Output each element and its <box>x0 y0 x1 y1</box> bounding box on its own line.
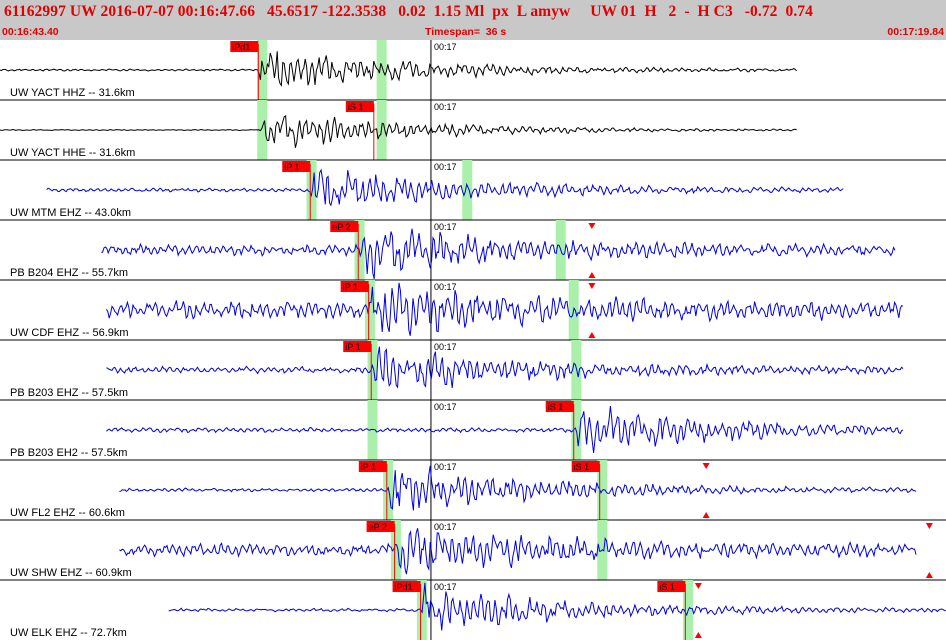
amplitude-tick-down <box>694 583 702 589</box>
phase-pick-label: iS 1 <box>659 582 675 592</box>
seismogram-trace <box>119 465 917 511</box>
phase-pick-label: iS 1 <box>348 102 364 112</box>
seismogram-trace <box>0 115 797 148</box>
event-header: 61162997 UW 2016-07-07 00:16:47.66 45.65… <box>0 0 946 40</box>
minute-tick-label: 00:17 <box>434 342 457 352</box>
seismogram-trace <box>46 168 844 207</box>
amplitude-tick-down <box>702 463 710 469</box>
phase-pick-label: eP 2 <box>369 522 387 532</box>
phase-pick-box[interactable] <box>330 221 359 232</box>
minute-tick-label: 00:17 <box>434 102 457 112</box>
minute-tick-label: 00:17 <box>434 522 457 532</box>
phase-pick-label: iP 1 <box>361 462 376 472</box>
analysis-window <box>257 100 268 160</box>
phase-pick-box[interactable] <box>282 161 311 172</box>
analysis-window <box>376 40 387 100</box>
phase-pick-label: iP 1 <box>345 342 360 352</box>
minute-tick-label: 00:17 <box>434 462 457 472</box>
minute-tick-label: 00:17 <box>434 42 457 52</box>
seismogram-panel[interactable]: 00:17 iPd1 UW YACT HHZ -- 31.6km 00:17 iS 1 U… <box>0 40 946 640</box>
amplitude-tick-down <box>588 223 596 229</box>
analysis-window <box>367 400 378 460</box>
amplitude-tick-up <box>588 332 596 338</box>
phase-pick-label: iP 1 <box>284 162 299 172</box>
seismogram-trace <box>106 406 904 453</box>
channel-label: UW SHW EHZ -- 60.9km <box>10 567 132 579</box>
seismogram-trace <box>106 346 904 389</box>
channel-label: UW MTM EHZ -- 43.0km <box>10 207 131 219</box>
phase-pick-box[interactable] <box>343 341 372 352</box>
analysis-window <box>257 40 268 100</box>
minute-tick-label: 00:17 <box>434 222 457 232</box>
event-title: 61162997 UW 2016-07-07 00:16:47.66 45.65… <box>4 3 814 20</box>
analysis-window <box>364 280 375 340</box>
phase-pick-box[interactable] <box>657 581 686 592</box>
phase-pick-label: iPd1 <box>232 42 250 52</box>
end-time: 00:17:19.84 <box>887 26 944 38</box>
phase-pick-box[interactable] <box>545 401 574 412</box>
channel-label: UW FL2 EHZ -- 60.6km <box>10 507 125 519</box>
amplitude-tick-up <box>702 512 710 518</box>
timespan: Timespan= 36 s <box>425 26 507 38</box>
analysis-window <box>306 160 317 220</box>
amplitude-tick-down <box>588 283 596 289</box>
phase-pick-label: eP 2 <box>332 222 350 232</box>
amplitude-tick-down <box>925 523 933 529</box>
seismogram-trace <box>0 51 797 87</box>
channel-label: PB B204 EHZ -- 55.7km <box>10 267 128 279</box>
channel-label: PB B203 EH2 -- 57.5km <box>10 447 127 459</box>
channel-label: UW CDF EHZ -- 56.9km <box>10 327 129 339</box>
seismogram-trace <box>105 282 904 336</box>
phase-pick-box[interactable] <box>366 521 395 532</box>
channel-label: UW YACT HHE -- 31.6km <box>10 147 135 159</box>
amplitude-tick-up <box>588 272 596 278</box>
minute-tick-label: 00:17 <box>434 582 457 592</box>
minute-tick-label: 00:17 <box>434 282 457 292</box>
minute-tick-label: 00:17 <box>434 162 457 172</box>
amplitude-tick-up <box>925 572 933 578</box>
phase-pick-box[interactable] <box>392 581 421 592</box>
seismogram-trace <box>101 228 896 280</box>
phase-pick-label: iS 1 <box>574 462 590 472</box>
channel-label: PB B203 EHZ -- 57.5km <box>10 387 128 399</box>
phase-pick-box[interactable] <box>358 461 387 472</box>
minute-tick-label: 00:17 <box>434 402 457 412</box>
analysis-window <box>383 460 394 520</box>
analysis-window <box>462 160 473 220</box>
amplitude-tick-up <box>694 632 702 638</box>
phase-pick-label: iP 1 <box>343 282 358 292</box>
phase-pick-label: iPd1 <box>395 582 413 592</box>
analysis-window <box>367 340 378 400</box>
phase-pick-box[interactable] <box>571 461 600 472</box>
phase-pick-box[interactable] <box>340 281 369 292</box>
seismogram-trace <box>168 582 946 631</box>
phase-pick-box[interactable] <box>345 101 374 112</box>
channel-label: UW YACT HHZ -- 31.6km <box>10 87 135 99</box>
seismogram-trace <box>119 528 917 575</box>
channel-label: UW ELK EHZ -- 72.7km <box>10 627 127 639</box>
start-time: 00:16:43.40 <box>2 26 59 38</box>
phase-pick-label: iS 1 <box>548 402 564 412</box>
phase-pick-box[interactable] <box>230 41 259 52</box>
analysis-window <box>390 520 401 580</box>
